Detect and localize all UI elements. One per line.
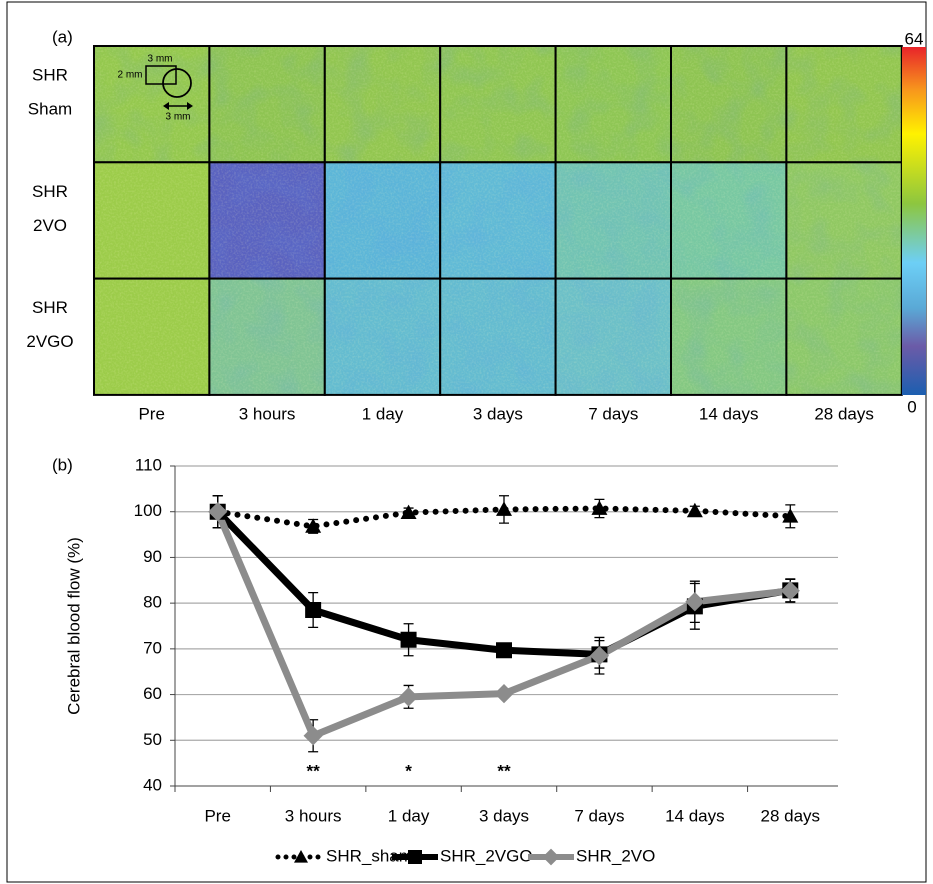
y-tick-label: 80 <box>143 593 162 612</box>
colorbar-min: 0 <box>907 397 916 416</box>
y-tick-label: 100 <box>134 501 162 520</box>
marker <box>494 684 513 703</box>
x-tick-label: Pre <box>204 806 230 825</box>
row-label: 2VO <box>33 216 67 235</box>
row-label: SHR <box>32 65 68 84</box>
row-label: Sham <box>28 99 72 118</box>
series-line <box>218 512 791 655</box>
marker <box>399 687 418 706</box>
significance-label: * <box>405 761 412 780</box>
panel-label: (b) <box>52 455 73 474</box>
colorbar <box>902 47 926 395</box>
row-label: 2VGO <box>26 332 73 351</box>
image-texture <box>325 162 440 278</box>
legend-label: SHR_2VO <box>576 846 655 865</box>
y-tick-label: 90 <box>143 547 162 566</box>
scale-label: 3 mm <box>148 54 173 65</box>
image-texture <box>209 162 324 278</box>
image-texture <box>440 162 555 278</box>
y-axis-label: Cerebral blood flow (%) <box>64 537 83 715</box>
image-texture <box>556 46 671 162</box>
y-tick-label: 60 <box>143 684 162 703</box>
scale-label: 2 mm <box>118 70 143 81</box>
panel-b: (b) 40 50 60 70 80 90 100 110 Pre 3 hours 1 day 3 da… <box>52 455 838 865</box>
column-label: 1 day <box>362 404 404 423</box>
legend-label: SHR_2VGO <box>440 846 533 865</box>
y-tick-label: 40 <box>143 775 162 794</box>
colorbar-max: 64 <box>905 29 924 48</box>
image-texture <box>556 279 671 395</box>
significance-label: ** <box>307 761 321 780</box>
marker <box>543 849 560 866</box>
column-label: 28 days <box>814 404 874 423</box>
panel-label: (a) <box>52 27 73 46</box>
image-texture <box>209 46 324 162</box>
marker <box>496 501 512 515</box>
marker <box>401 632 417 648</box>
image-texture <box>94 162 209 278</box>
row-label: SHR <box>32 298 68 317</box>
image-texture <box>786 279 901 395</box>
x-tick-label: 28 days <box>761 806 821 825</box>
x-tick-label: 3 days <box>479 806 529 825</box>
image-texture <box>671 162 786 278</box>
x-tick-label: 1 day <box>388 806 430 825</box>
panel-a: (a) SHR Sham SHR 2VO SHR 2VGO Pre 3 hours 1 day 3 … <box>26 27 926 423</box>
column-label: 7 days <box>588 404 638 423</box>
marker <box>687 503 703 517</box>
y-tick-label: 110 <box>135 455 162 474</box>
column-label: 3 days <box>473 404 523 423</box>
image-texture <box>556 162 671 278</box>
image-texture <box>325 279 440 395</box>
y-tick-label: 50 <box>143 730 162 749</box>
image-texture <box>209 279 324 395</box>
column-label: 14 days <box>699 404 759 423</box>
marker <box>408 850 422 864</box>
image-texture <box>440 46 555 162</box>
y-tick-label: 70 <box>143 638 162 657</box>
x-tick-label: 7 days <box>574 806 624 825</box>
image-texture <box>786 46 901 162</box>
row-label: SHR <box>32 182 68 201</box>
column-label: Pre <box>138 404 164 423</box>
significance-label: ** <box>497 761 511 780</box>
image-texture <box>671 46 786 162</box>
marker <box>305 602 321 618</box>
x-tick-label: 3 hours <box>285 806 342 825</box>
x-tick-label: 14 days <box>665 806 725 825</box>
scale-label: 3 mm <box>166 112 191 123</box>
image-texture <box>440 279 555 395</box>
column-label: 3 hours <box>239 404 296 423</box>
marker <box>496 642 512 658</box>
image-texture <box>671 279 786 395</box>
image-texture <box>94 279 209 395</box>
marker <box>304 726 323 745</box>
image-texture <box>325 46 440 162</box>
image-texture <box>786 162 901 278</box>
